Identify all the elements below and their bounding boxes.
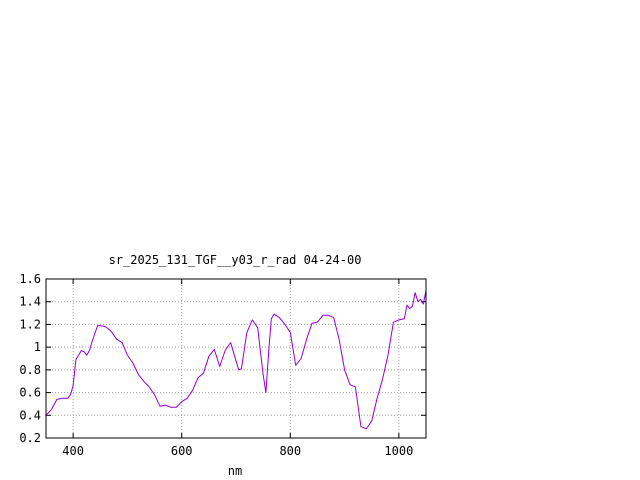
y-tick-label: 0.2 <box>19 431 41 445</box>
grid-lines <box>46 279 426 438</box>
x-tick-label: 800 <box>279 444 301 458</box>
chart-title: sr_2025_131_TGF__y03_r_rad 04-24-00 <box>109 253 362 267</box>
y-tick-label: 1.6 <box>19 272 41 286</box>
y-tick-label: 0.8 <box>19 363 41 377</box>
x-tick-label: 400 <box>62 444 84 458</box>
x-tick-label: 600 <box>171 444 193 458</box>
y-tick-label: 1.2 <box>19 317 41 331</box>
y-tick-label: 0.6 <box>19 386 41 400</box>
plot-frame <box>45 278 427 439</box>
y-tick-label: 0.4 <box>19 408 41 422</box>
x-axis-label: nm <box>228 464 242 478</box>
series-line <box>45 290 427 430</box>
y-tick-label: 1 <box>34 340 41 354</box>
y-tick-label: 1.4 <box>19 295 41 309</box>
y-axis-ticks: 0.2 0.4 0.6 0.8 1 1.2 1.4 1.6 <box>19 272 426 445</box>
x-tick-label: 1000 <box>384 444 413 458</box>
x-axis-ticks: 400 600 800 1000 <box>62 279 413 458</box>
